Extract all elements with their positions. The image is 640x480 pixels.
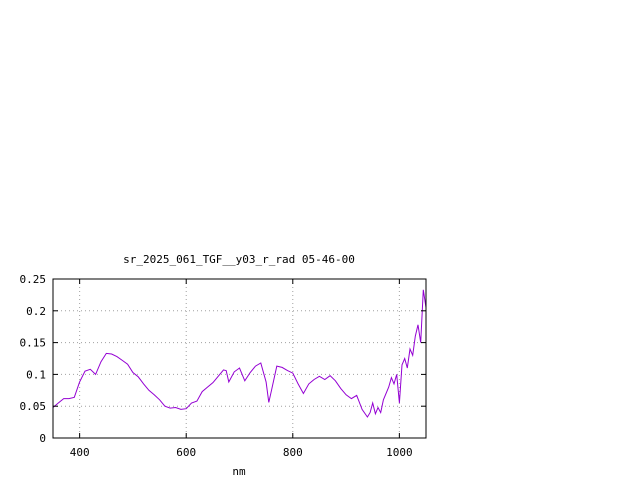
- y-tick-label: 0.25: [20, 273, 47, 286]
- series-line: [52, 289, 427, 418]
- tick-labels: 400 600 800 1000 0 0.05 0.1 0.15 0.2 0.25: [20, 273, 413, 459]
- y-tick-label: 0.05: [20, 400, 47, 413]
- y-tick-label: 0: [39, 432, 46, 445]
- x-tick-label: 800: [283, 446, 303, 459]
- x-tick-label: 600: [176, 446, 196, 459]
- y-tick-label: 0.2: [26, 305, 46, 318]
- x-tick-label: 400: [70, 446, 90, 459]
- x-axis-label: nm: [232, 465, 246, 478]
- y-tick-label: 0.1: [26, 368, 46, 381]
- plot-frame: [52, 278, 427, 439]
- axis-ticks: [53, 278, 426, 439]
- chart-title: sr_2025_061_TGF__y03_r_rad 05-46-00: [123, 253, 355, 266]
- x-tick-label: 1000: [386, 446, 413, 459]
- y-tick-label: 0.15: [20, 337, 47, 350]
- grid-lines: [53, 279, 426, 438]
